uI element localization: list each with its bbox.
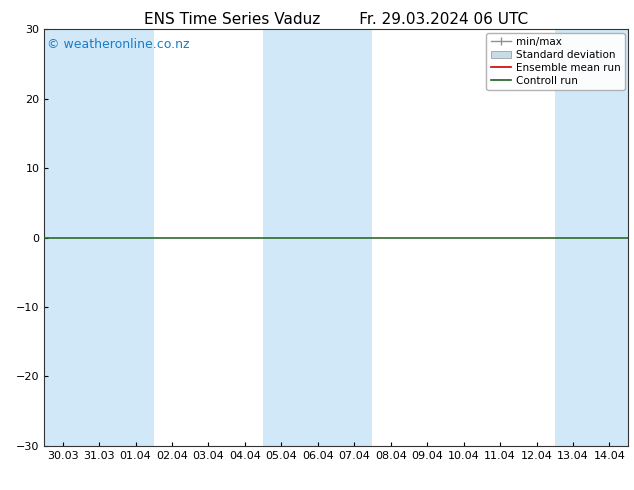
- Title: ENS Time Series Vaduz        Fr. 29.03.2024 06 UTC: ENS Time Series Vaduz Fr. 29.03.2024 06 …: [144, 12, 528, 27]
- Legend: min/max, Standard deviation, Ensemble mean run, Controll run: min/max, Standard deviation, Ensemble me…: [486, 32, 624, 90]
- Text: © weatheronline.co.nz: © weatheronline.co.nz: [48, 38, 190, 51]
- Bar: [263, 29, 373, 446]
- Bar: [555, 29, 628, 446]
- Bar: [44, 29, 153, 446]
